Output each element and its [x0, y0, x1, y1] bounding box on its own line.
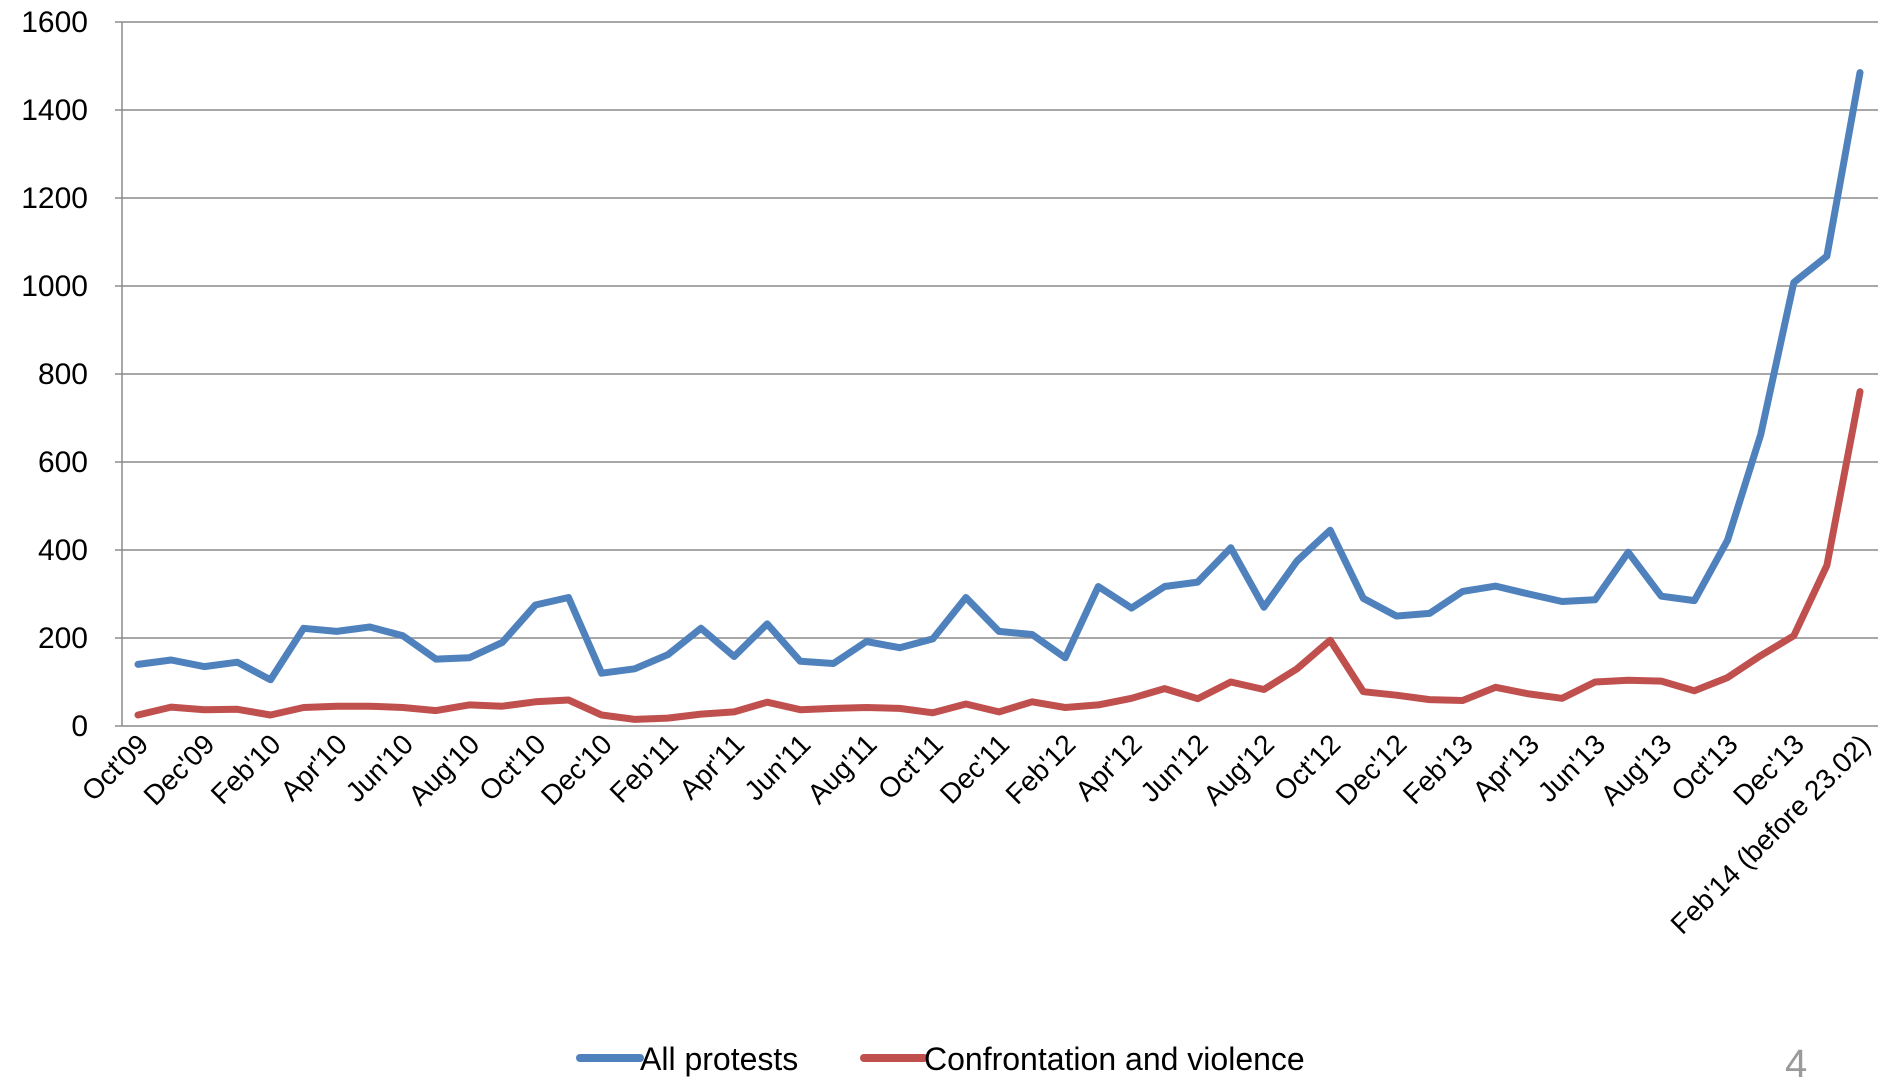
- series-lines: [134, 69, 1864, 723]
- x-tick-label: Feb'13: [1397, 728, 1479, 810]
- y-tick-label: 0: [71, 710, 88, 743]
- x-tick-label: Apr'12: [1069, 728, 1148, 807]
- x-tick-label: Feb'11: [604, 728, 684, 808]
- x-tick-label: Aug'13: [1595, 728, 1678, 811]
- x-tick-label: Aug'12: [1197, 728, 1280, 811]
- gridlines: [115, 21, 1878, 727]
- x-tick-label: Oct'11: [872, 728, 949, 805]
- y-tick-label: 1000: [21, 270, 88, 303]
- x-tick-label: Jun'13: [1532, 728, 1612, 808]
- series-line-confrontation: [134, 388, 1864, 723]
- x-tick-label: Feb'10: [205, 728, 287, 810]
- legend-item-all-protests: All protests: [576, 1041, 798, 1077]
- series-line-all-protests: [134, 69, 1864, 684]
- x-tick-label: Jun'11: [738, 728, 816, 806]
- x-axis-ticks: Oct'09Dec'09Feb'10Apr'10Jun'10Aug'10Oct'…: [76, 728, 1877, 940]
- x-tick-label: Dec'09: [138, 728, 221, 811]
- y-tick-label: 400: [38, 534, 88, 567]
- x-tick-label: Aug'11: [801, 728, 882, 809]
- y-tick-label: 1600: [21, 6, 88, 39]
- page-number: 4: [1785, 1042, 1807, 1077]
- x-tick-label: Feb'12: [1000, 728, 1082, 810]
- x-tick-label: Dec'12: [1330, 728, 1413, 811]
- x-tick-label: Jun'10: [340, 728, 420, 808]
- legend-label-all-protests: All protests: [640, 1041, 798, 1077]
- y-tick-label: 1200: [21, 182, 88, 215]
- x-tick-label: Apr'11: [673, 728, 750, 805]
- y-tick-label: 1400: [21, 94, 88, 127]
- x-tick-label: Aug'10: [402, 728, 485, 811]
- y-axis-ticks: 0 200 400 600 800 1000 1200 1400 1600: [21, 6, 88, 743]
- legend: All protests Confrontation and violence: [576, 1041, 1305, 1077]
- x-tick-label: Dec'11: [934, 728, 1015, 809]
- y-tick-label: 800: [38, 358, 88, 391]
- legend-item-confrontation: Confrontation and violence: [860, 1041, 1305, 1077]
- y-tick-label: 600: [38, 446, 88, 479]
- y-tick-label: 200: [38, 622, 88, 655]
- x-tick-label: Apr'10: [274, 728, 353, 807]
- x-tick-label: Dec'10: [535, 728, 618, 811]
- x-tick-label: Jun'12: [1134, 728, 1214, 808]
- x-tick-label: Apr'13: [1467, 728, 1546, 807]
- legend-label-confrontation: Confrontation and violence: [924, 1041, 1305, 1077]
